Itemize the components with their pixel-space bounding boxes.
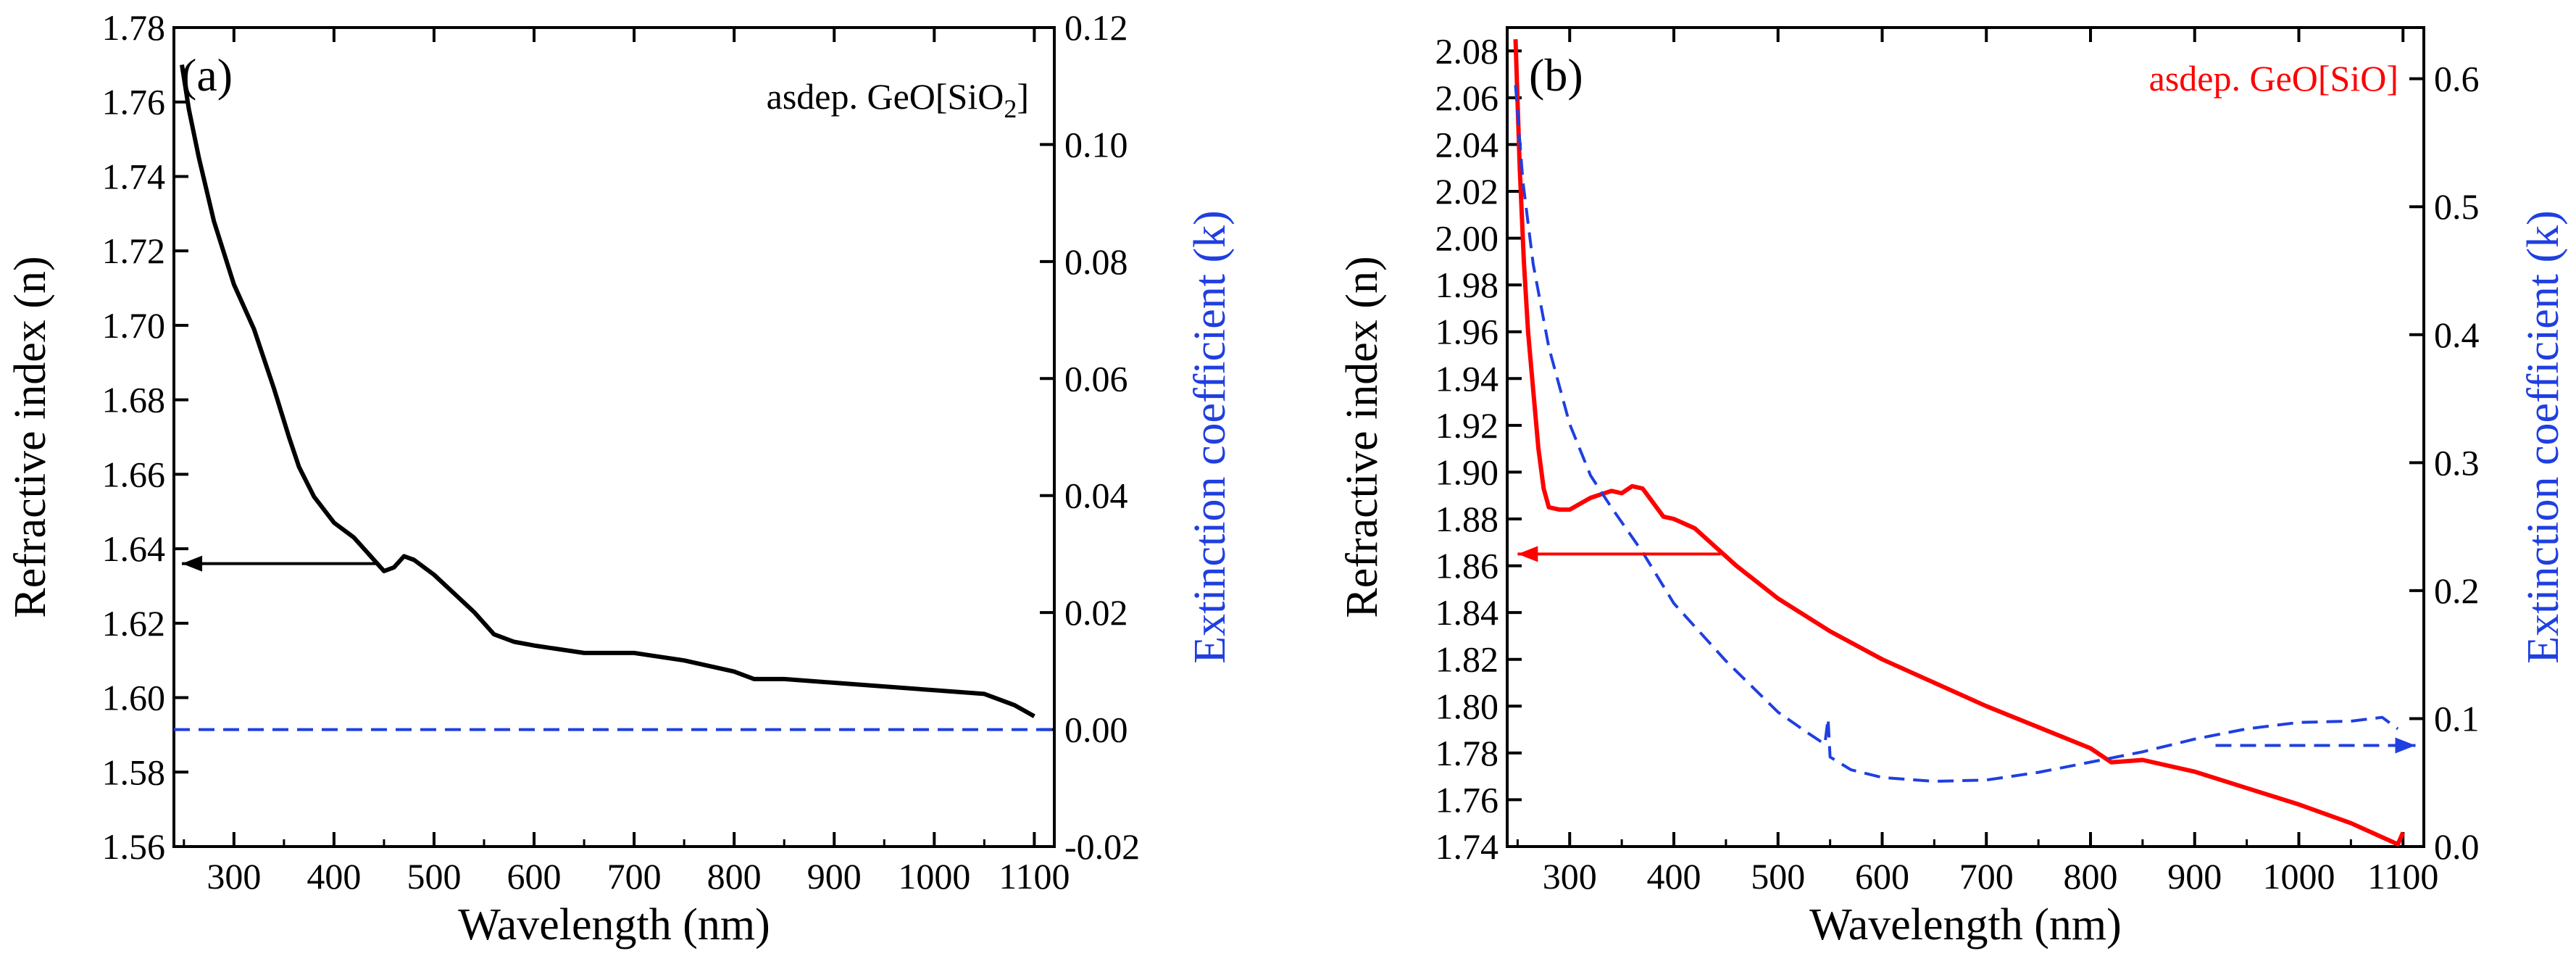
panel-a: 300 400 500 600 700 800 900 1000 1100 1.56 1.58 1.6… xyxy=(6,7,1235,949)
x-tick-label: 1000 xyxy=(2263,856,2335,897)
x-tick-label: 1000 xyxy=(898,856,970,897)
y-right-tick-label: 0.0 xyxy=(2434,826,2480,867)
x-tick-label: 600 xyxy=(1855,856,1909,897)
y-right-tick-label: 0.5 xyxy=(2434,186,2480,227)
y-left-tick-label: 1.76 xyxy=(102,82,166,122)
y-right-tick-label: 0.3 xyxy=(2434,442,2480,483)
y-left-tick-label: 2.08 xyxy=(1435,30,1499,71)
arrow-head xyxy=(182,555,203,572)
y-left-tick-label: 2.02 xyxy=(1435,171,1499,212)
x-tick-label: 500 xyxy=(407,856,461,897)
x-tick-label: 900 xyxy=(807,856,862,897)
y-left-tick-label: 1.90 xyxy=(1435,452,1499,492)
x-tick-label: 900 xyxy=(2167,856,2222,897)
x-tick-label: 300 xyxy=(207,856,261,897)
y-right-tick-label: -0.02 xyxy=(1064,826,1140,867)
y-left-tick-label: 2.00 xyxy=(1435,218,1499,259)
series-line-k xyxy=(1514,85,2399,783)
y-left-tick-label: 1.62 xyxy=(102,603,166,644)
y-right-tick-label: 0.04 xyxy=(1064,475,1128,516)
x-tick-label: 300 xyxy=(1543,856,1597,897)
series-line-n xyxy=(1513,39,2406,847)
x-tick-label: 400 xyxy=(1647,856,1701,897)
y-left-tick-label: 1.56 xyxy=(102,826,166,867)
y-left-tick-label: 1.94 xyxy=(1435,358,1499,399)
y-right-tick-label: 0.2 xyxy=(2434,570,2480,611)
x-axis-title: Wavelength (nm) xyxy=(1809,900,2122,949)
y-left-tick-label: 1.76 xyxy=(1435,779,1499,820)
y-left-tick-label: 1.72 xyxy=(102,230,166,271)
y-left-tick-label: 1.74 xyxy=(1435,826,1499,867)
legend-annotation: asdep. GeO[SiO] xyxy=(2149,58,2398,99)
y-right-tick-label: 0.02 xyxy=(1064,592,1128,633)
x-tick-label: 600 xyxy=(507,856,562,897)
y-left-tick-label: 1.78 xyxy=(102,7,166,48)
x-tick-label: 800 xyxy=(707,856,762,897)
legend-annotation: asdep. GeO[SiO2] xyxy=(767,76,1029,123)
y-left-tick-label: 1.82 xyxy=(1435,639,1499,680)
series-line-n xyxy=(180,64,1035,718)
y-right-tick-label: 0.1 xyxy=(2434,698,2480,739)
plot-frame xyxy=(172,26,1056,848)
x-tick-label: 1100 xyxy=(2367,856,2438,897)
y-left-tick-label: 1.68 xyxy=(102,380,166,420)
y-left-tick-label: 1.92 xyxy=(1435,405,1499,446)
y-right-tick-label: 0.4 xyxy=(2434,315,2480,355)
y-right-axis-title: Extinction coefficient (k) xyxy=(2519,210,2568,664)
y-right-tick-label: 0.12 xyxy=(1064,7,1128,48)
y-left-tick-label: 1.78 xyxy=(1435,733,1499,773)
y-right-axis-title: Extinction coefficient (k) xyxy=(1185,210,1235,664)
y-left-tick-label: 1.66 xyxy=(102,454,166,494)
annotation-subscript: 2 xyxy=(1004,94,1017,123)
panel-label: (b) xyxy=(1529,49,1583,101)
y-left-tick-label: 1.58 xyxy=(102,752,166,792)
arrow-head xyxy=(2395,737,2416,754)
x-tick-label: 700 xyxy=(607,856,662,897)
y-left-tick-label: 1.84 xyxy=(1435,592,1499,633)
y-left-tick-label: 2.04 xyxy=(1435,124,1499,165)
y-right-tick-label: 0.00 xyxy=(1064,710,1128,750)
y-right-tick-label: 0.10 xyxy=(1064,124,1128,165)
y-left-tick-label: 1.96 xyxy=(1435,312,1499,352)
panel-b: 300 400 500 600 700 800 900 1000 1100 1.74 1.76 1.7… xyxy=(1338,26,2568,949)
y-right-tick-label: 0.6 xyxy=(2434,59,2480,99)
y-left-tick-label: 1.80 xyxy=(1435,686,1499,726)
y-left-tick-label: 1.88 xyxy=(1435,499,1499,539)
y-left-tick-label: 1.86 xyxy=(1435,546,1499,586)
x-axis-title: Wavelength (nm) xyxy=(458,900,770,949)
annotation-text: asdep. GeO[SiO xyxy=(767,76,1004,117)
y-left-tick-label: 1.98 xyxy=(1435,265,1499,305)
y-left-tick-label: 1.64 xyxy=(102,528,166,569)
x-tick-label: 800 xyxy=(2064,856,2118,897)
y-left-tick-label: 1.70 xyxy=(102,305,166,346)
y-left-axis-title: Refractive index (n) xyxy=(6,256,55,618)
y-left-tick-label: 1.60 xyxy=(102,678,166,718)
panel-label: (a) xyxy=(181,49,233,101)
y-left-axis-title: Refractive index (n) xyxy=(1338,256,1387,618)
y-right-tick-label: 0.08 xyxy=(1064,241,1128,282)
arrow-head xyxy=(1517,546,1538,562)
x-tick-label: 500 xyxy=(1751,856,1805,897)
y-right-tick-label: 0.06 xyxy=(1064,358,1128,399)
annotation-text: asdep. GeO[SiO] xyxy=(2149,58,2398,99)
x-tick-label: 400 xyxy=(307,856,361,897)
plot-frame xyxy=(1506,26,2425,848)
x-tick-label: 1100 xyxy=(999,856,1070,897)
annotation-suffix: ] xyxy=(1017,76,1029,117)
y-left-tick-label: 1.74 xyxy=(102,156,166,196)
x-tick-label: 700 xyxy=(1959,856,2014,897)
y-left-tick-label: 2.06 xyxy=(1435,78,1499,118)
